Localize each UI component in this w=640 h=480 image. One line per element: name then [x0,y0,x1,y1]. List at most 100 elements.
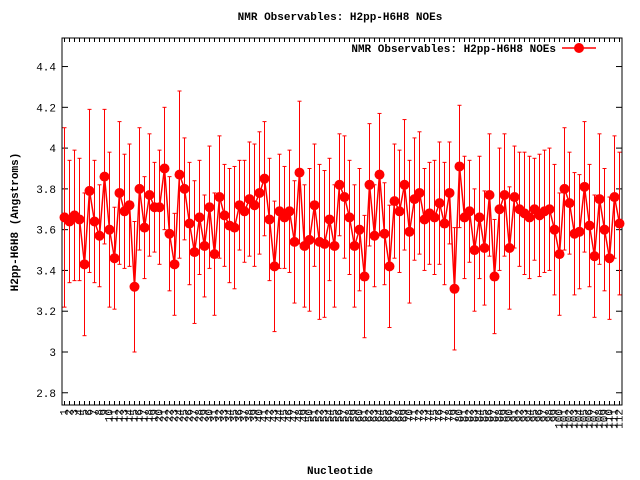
x-tick-label: 65 [380,409,392,422]
point [354,224,365,235]
point [249,200,260,211]
x-tick-label: 48 [295,409,307,422]
x-tick-label: 82 [465,409,477,422]
x-tick-label: 63 [370,409,382,422]
point [554,249,565,260]
x-tick-label: 67 [390,409,402,422]
x-tick-label: 73 [420,409,432,422]
point [214,192,225,203]
point [74,214,85,225]
x-tick-label: 97 [540,409,552,422]
y-tick-label: 3 [49,348,56,360]
point [164,228,175,239]
point [474,212,485,223]
x-tick-label: 11 [110,409,122,423]
point [304,234,315,245]
point [444,187,455,198]
point [84,185,95,196]
point [504,243,515,254]
x-tick-label: 24 [175,409,187,423]
point [564,198,575,209]
x-axis-label: Nucleotide [307,466,373,478]
point [334,179,345,190]
x-tick-label: 32 [215,409,227,422]
x-tick-label: 43 [270,409,282,422]
x-tick-label: 72 [415,409,427,422]
point [94,230,105,241]
x-tick-label: 105 [580,409,592,429]
x-tick-label: 98 [545,409,557,422]
point [79,259,90,270]
x-tick-label: 15 [130,409,142,422]
x-tick-label: 40 [255,409,267,422]
point [204,202,215,213]
x-tick-label: 107 [590,409,602,429]
point [369,230,380,241]
point [544,204,555,215]
x-tick-label: 26 [185,409,197,422]
x-tick-label: 13 [120,409,132,422]
point [134,183,145,194]
x-tick-label: 42 [265,409,277,422]
x-tick-label: 17 [140,409,152,422]
point [129,281,140,292]
point [289,236,300,247]
point [109,253,120,264]
x-tick-label: 38 [245,409,257,422]
point [99,171,110,182]
x-tick-label: 62 [365,409,377,422]
y-tick-label: 3.2 [36,307,56,319]
x-tick-label: 64 [375,409,387,423]
x-tick-label: 31 [210,409,222,423]
x-tick-label: 104 [575,409,587,429]
point [559,183,570,194]
point [284,206,295,217]
point [154,202,165,213]
point [209,249,220,260]
point [124,200,135,211]
y-tick-label: 4.2 [36,103,56,115]
point [394,206,405,217]
x-tick-label: 58 [345,409,357,422]
x-tick-label: 68 [395,409,407,422]
x-tick-label: 12 [115,409,127,422]
x-tick-label: 36 [235,409,247,422]
x-tick-label: 61 [360,409,372,423]
x-tick-label: 1 [60,409,72,416]
x-tick-label: 90 [505,409,517,422]
x-tick-label: 60 [355,409,367,422]
point [379,228,390,239]
point [609,192,620,203]
y-tick-label: 4.4 [36,63,56,75]
point [479,243,490,254]
x-tick-label: 75 [430,409,442,422]
y-axis-label: H2pp-H6H8 (Angstroms) [10,153,22,292]
x-tick-label: 101 [560,409,572,429]
point [309,200,320,211]
x-tick-label: 51 [310,409,322,423]
point [434,198,445,209]
x-tick-label: 34 [225,409,237,423]
x-tick-label: 81 [460,409,472,423]
point [389,196,400,207]
point [404,226,415,237]
x-tick-label: 20 [155,409,167,422]
x-tick-label: 49 [300,409,312,422]
y-tick-label: 4 [49,144,56,156]
x-tick-label: 25 [180,409,192,422]
point [499,189,510,200]
point [594,194,605,205]
x-tick-label: 86 [485,409,497,422]
point [429,212,440,223]
point [174,169,185,180]
point [374,169,385,180]
point [324,214,335,225]
x-tick-label: 30 [205,409,217,422]
point [359,271,370,282]
x-tick-label: 89 [500,409,512,422]
point [549,224,560,235]
point [159,163,170,174]
x-tick-label: 52 [315,409,327,422]
x-tick-label: 4 [75,409,87,416]
point [114,187,125,198]
